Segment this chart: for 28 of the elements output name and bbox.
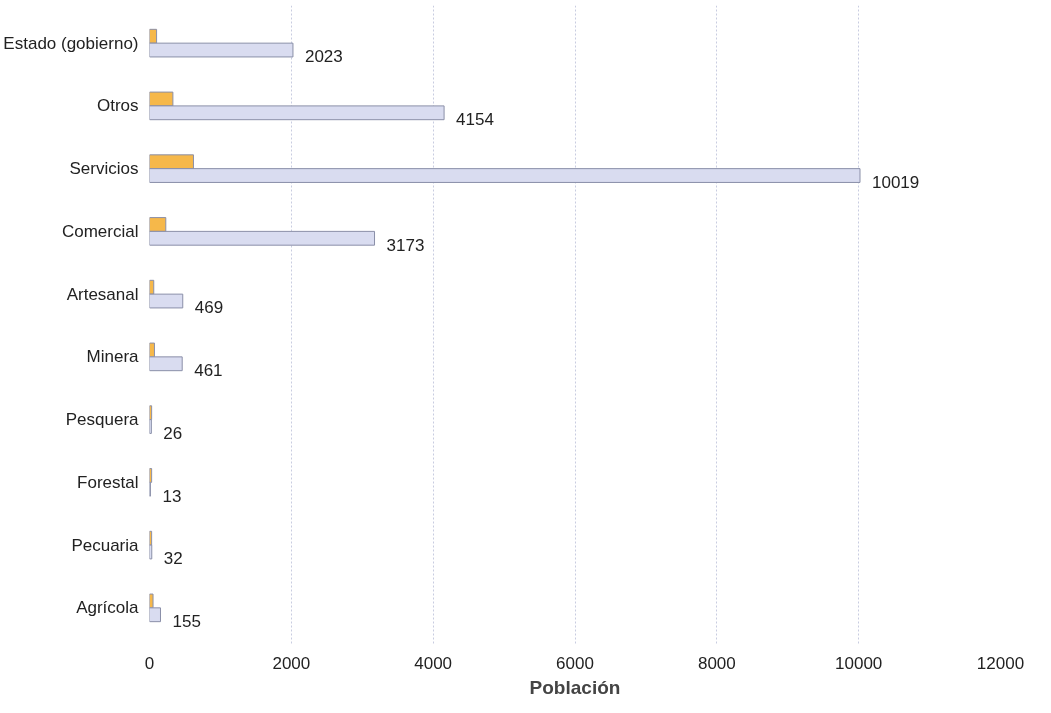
y-tick-label: Minera	[86, 347, 140, 367]
data-label: 3173	[386, 235, 425, 255]
data-label: 2023	[304, 47, 343, 67]
data-label: 13	[162, 486, 182, 506]
x-tick-label: 6000	[556, 653, 594, 673]
y-tick-label: Pesquera	[65, 410, 140, 430]
y-tick-label: Comercial	[61, 221, 139, 241]
x-tick-label: 12000	[976, 653, 1025, 673]
y-tick-label: Estado (gobierno)	[3, 33, 139, 53]
data-label: 155	[172, 612, 201, 632]
x-tick-label: 4000	[414, 653, 453, 673]
y-tick-label: Otros	[96, 96, 139, 116]
data-label: 32	[163, 549, 183, 569]
data-label: 26	[163, 423, 183, 443]
data-label: 4154	[456, 110, 494, 130]
data-label: 469	[194, 298, 224, 318]
y-tick-label: Servicios	[69, 159, 139, 179]
y-tick-label: Forestal	[77, 472, 139, 492]
y-tick-label: Agrícola	[76, 598, 140, 618]
y-tick-label: Artesanal	[66, 284, 139, 304]
y-tick-label: Pecuaria	[71, 535, 140, 555]
x-tick-label: 2000	[272, 653, 311, 673]
x-tick-label: 10000	[835, 653, 883, 673]
data-label: 10019	[872, 172, 920, 192]
x-axis-title: Población	[529, 676, 621, 698]
data-label: 461	[194, 361, 223, 381]
x-tick-label: 8000	[697, 653, 736, 673]
x-tick-label: 0	[144, 653, 155, 673]
